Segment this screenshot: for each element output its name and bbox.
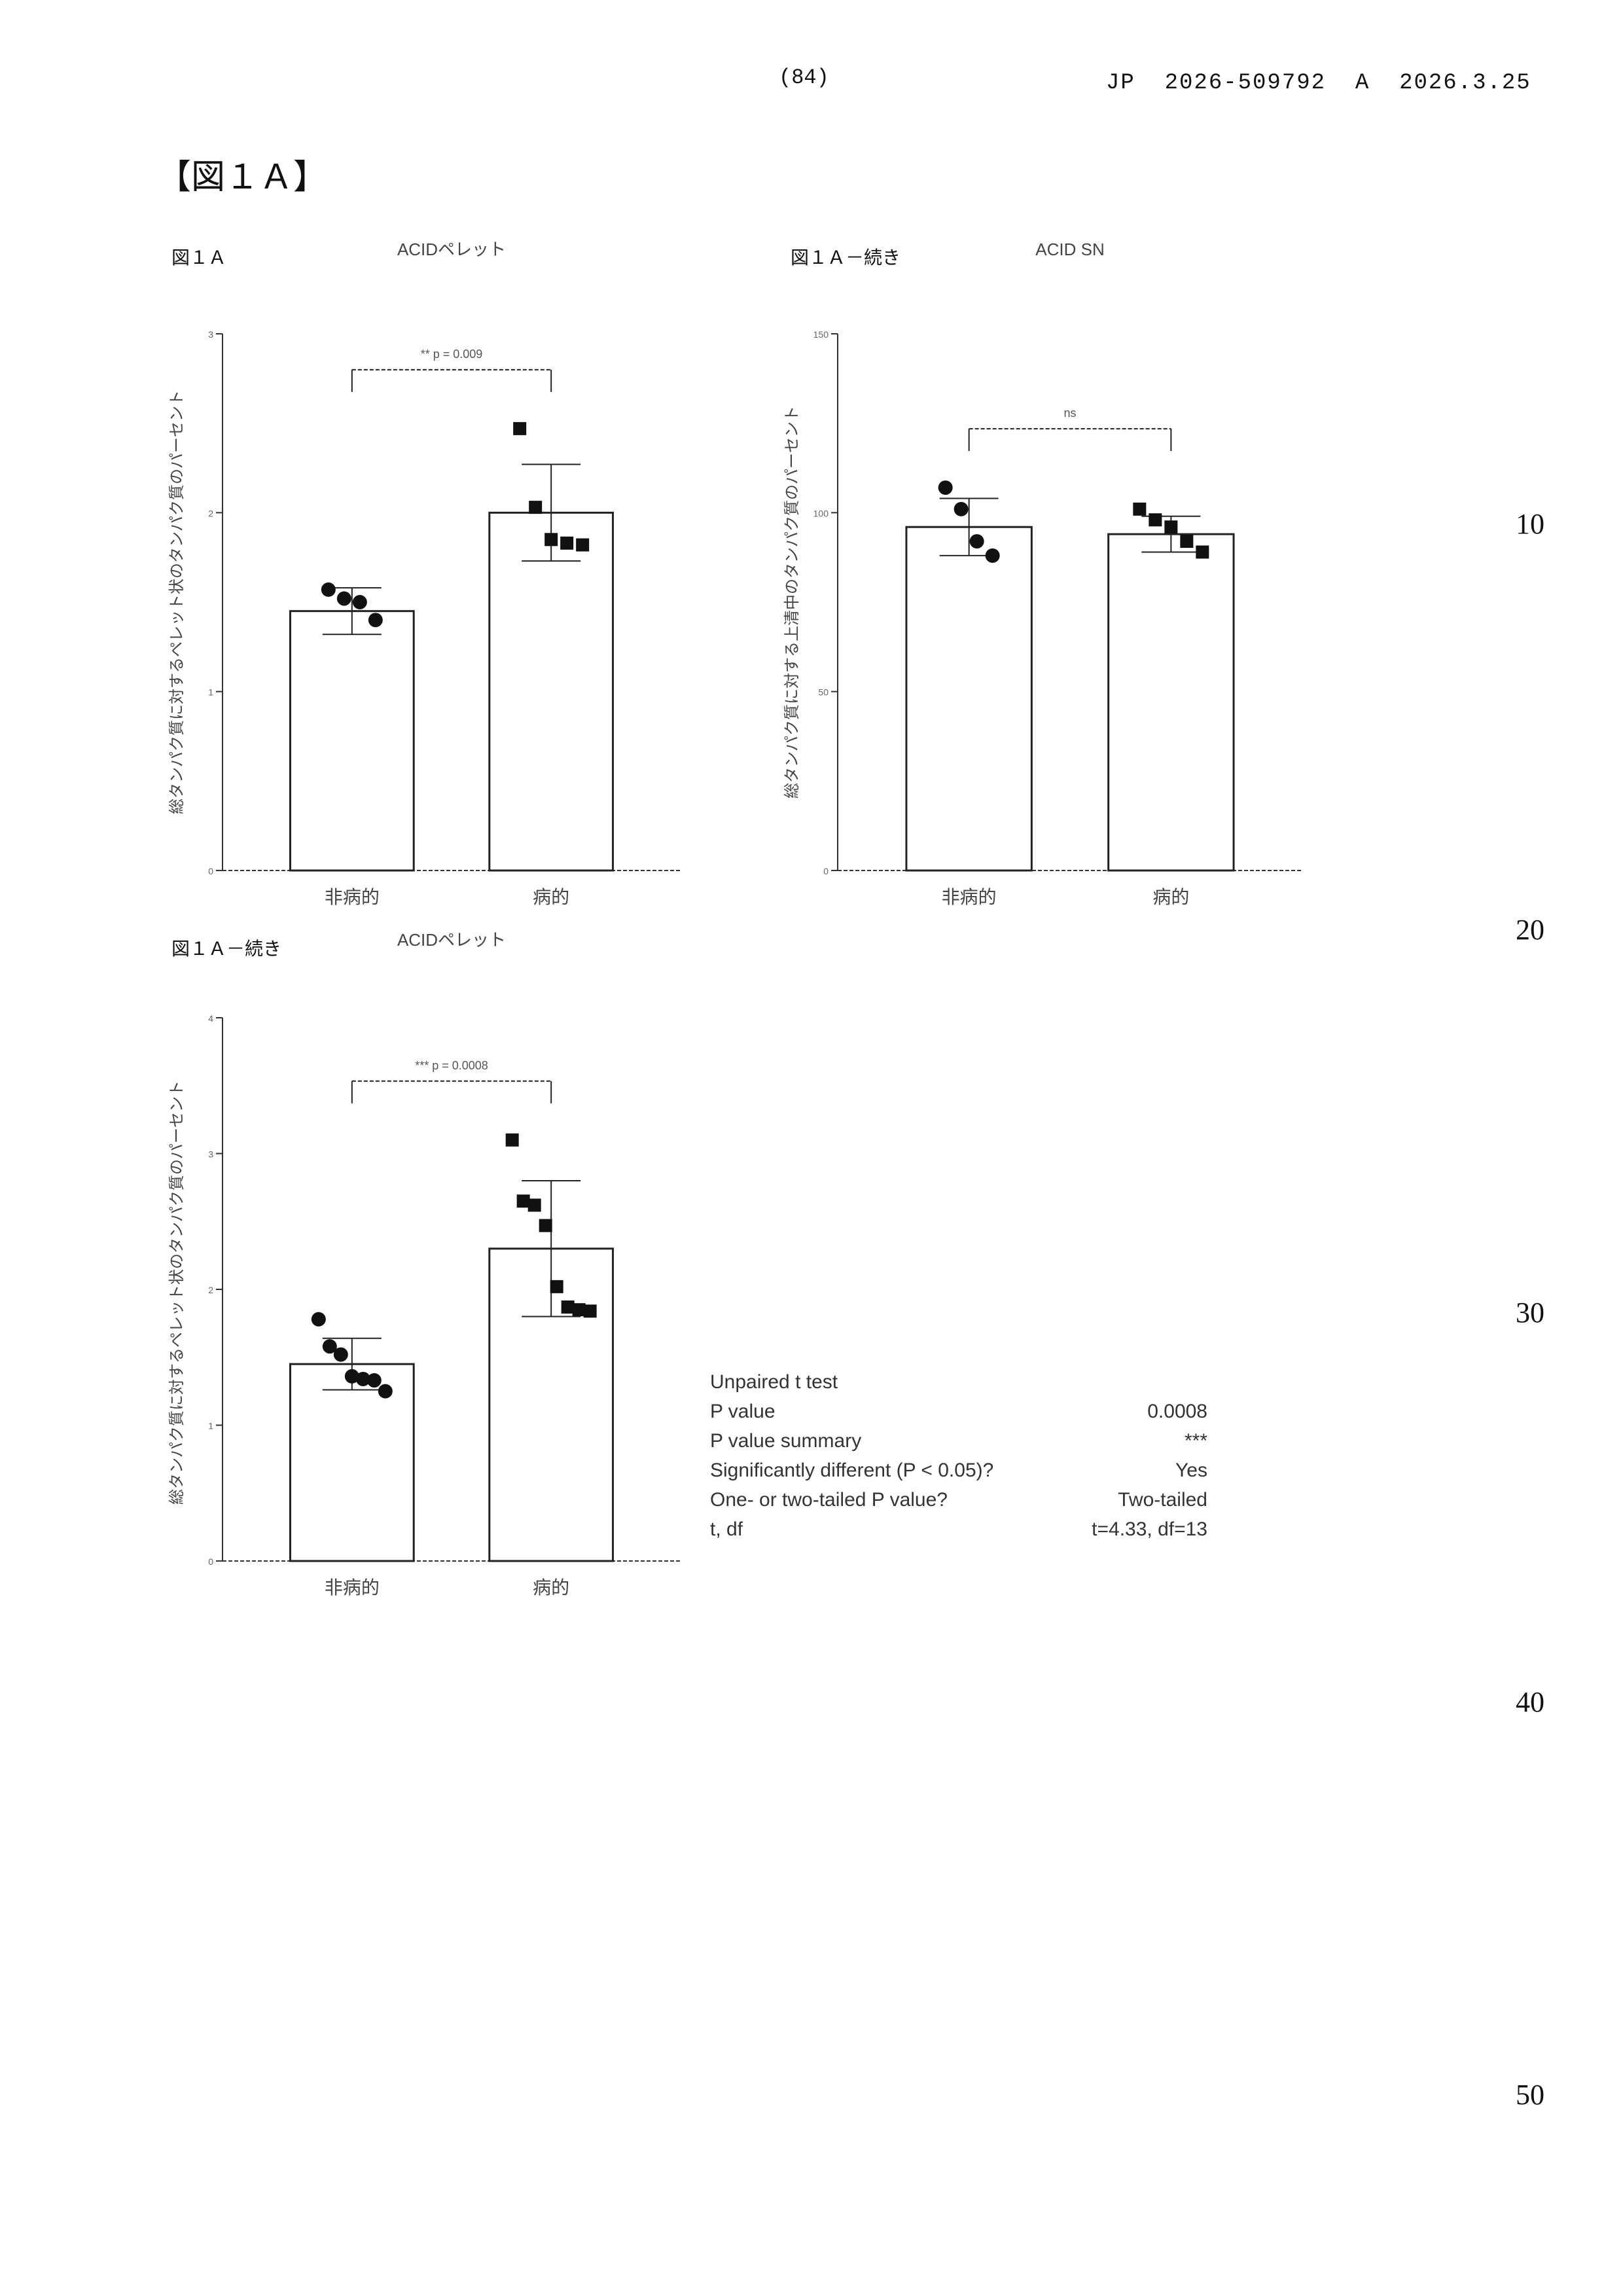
data-point: [560, 536, 574, 550]
stats-title-row: Unpaired t test: [710, 1371, 1207, 1400]
data-point: [1180, 535, 1194, 548]
chart-title: ACIDペレット: [397, 240, 506, 259]
significance-label: *** p = 0.0008: [415, 1059, 488, 1072]
data-point: [344, 1369, 359, 1384]
data-point: [368, 613, 383, 628]
y-tick-label: 2: [208, 1285, 213, 1295]
data-point: [378, 1384, 393, 1399]
data-point: [336, 591, 351, 606]
stats-row: P value summary ***: [710, 1430, 1207, 1459]
category-label: 病的: [533, 1577, 569, 1598]
data-point: [352, 595, 367, 609]
y-axis-label: 総タンパク質に対するペレット状のタンパク質のパーセント: [168, 1081, 186, 1505]
data-point: [572, 1303, 586, 1317]
data-point: [1133, 502, 1147, 516]
stats-row: One- or two-tailed P value? Two-tailed: [710, 1489, 1207, 1518]
figure-heading: 【図１Ａ】: [157, 159, 328, 196]
y-tick-label: 0: [208, 866, 213, 876]
stats-value: Two-tailed: [1118, 1489, 1207, 1511]
y-tick-label: 1: [208, 687, 213, 698]
bar: [289, 1363, 415, 1562]
data-point: [576, 538, 590, 552]
chart-acid-sn: ACID SN 総タンパク質に対する上清中のタンパク質のパーセント 0 50 100 15…: [783, 240, 1302, 907]
stats-value: ***: [1184, 1430, 1207, 1452]
y-tick-label: 0: [823, 866, 829, 876]
y-tick-label: 1: [208, 1421, 213, 1431]
bar: [1107, 533, 1235, 872]
line-number: 30: [1516, 1297, 1544, 1329]
data-point: [544, 533, 558, 547]
y-tick-label: 100: [813, 508, 829, 518]
stats-value: Yes: [1175, 1460, 1207, 1481]
data-point: [311, 1312, 326, 1327]
stats-row: P value 0.0008: [710, 1401, 1207, 1429]
bar: [289, 610, 415, 872]
data-point: [583, 1304, 597, 1318]
data-point: [527, 1198, 541, 1212]
panel-label-3: 図１Ａ－続き: [171, 939, 282, 959]
y-axis-label: 総タンパク質に対するペレット状のタンパク質のパーセント: [168, 390, 186, 814]
chart-title: ACID SN: [1035, 240, 1104, 259]
line-number: 10: [1516, 508, 1544, 540]
data-point: [1164, 520, 1178, 534]
data-point: [529, 501, 543, 514]
stats-label: Significantly different (P < 0.05)?: [710, 1460, 994, 1481]
category-label: 非病的: [325, 1577, 380, 1598]
line-number: 50: [1516, 2079, 1544, 2111]
y-tick-label: 150: [813, 329, 829, 340]
data-point: [333, 1347, 348, 1362]
chart-title: ACIDペレット: [397, 930, 506, 950]
bar: [488, 511, 615, 872]
line-number: 40: [1516, 1686, 1544, 1718]
stats-title: Unpaired t test: [710, 1371, 838, 1393]
stats-label: One- or two-tailed P value?: [710, 1489, 948, 1511]
line-number: 20: [1516, 914, 1544, 946]
stats-label: P value: [710, 1401, 776, 1422]
significance-label: ** p = 0.009: [421, 348, 483, 361]
category-label: 非病的: [942, 887, 997, 907]
data-point: [561, 1300, 575, 1314]
data-point: [969, 534, 984, 549]
data-point: [355, 1371, 370, 1386]
stats-label: P value summary: [710, 1430, 862, 1452]
data-point: [516, 1194, 530, 1208]
category-label: 病的: [1152, 887, 1189, 907]
data-point: [366, 1373, 382, 1388]
data-point: [513, 422, 527, 435]
data-point: [322, 1339, 337, 1354]
category-label: 非病的: [325, 887, 380, 907]
panel-label-2: 図１Ａ－続き: [791, 247, 901, 268]
y-tick-label: 4: [208, 1013, 213, 1024]
data-point: [550, 1280, 563, 1293]
data-point: [954, 501, 969, 516]
y-tick-label: 2: [208, 508, 213, 518]
stats-value: t=4.33, df=13: [1092, 1518, 1207, 1540]
data-point: [1196, 545, 1209, 559]
bar: [905, 526, 1033, 872]
category-label: 病的: [533, 887, 569, 907]
data-point: [505, 1133, 519, 1147]
data-point: [1149, 513, 1162, 527]
significance-label: ns: [1063, 406, 1076, 420]
stats-row: t, df t=4.33, df=13: [710, 1518, 1207, 1547]
page-number: (84): [779, 65, 829, 90]
stats-label: t, df: [710, 1518, 743, 1540]
y-axis-label: 総タンパク質に対する上清中のタンパク質のパーセント: [783, 406, 801, 798]
y-tick-label: 50: [818, 687, 829, 698]
data-point: [938, 480, 953, 495]
y-tick-label: 3: [208, 329, 213, 340]
y-tick-label: 3: [208, 1149, 213, 1160]
data-point: [321, 582, 336, 597]
y-tick-label: 0: [208, 1556, 213, 1567]
data-point: [539, 1219, 552, 1232]
panel-label-1: 図１Ａ: [171, 247, 227, 268]
publication-info: JP 2026-509792 A 2026.3.25: [1106, 71, 1531, 96]
stats-row: Significantly different (P < 0.05)? Yes: [710, 1460, 1207, 1488]
stats-value: 0.0008: [1147, 1401, 1207, 1422]
data-point: [985, 548, 1000, 563]
